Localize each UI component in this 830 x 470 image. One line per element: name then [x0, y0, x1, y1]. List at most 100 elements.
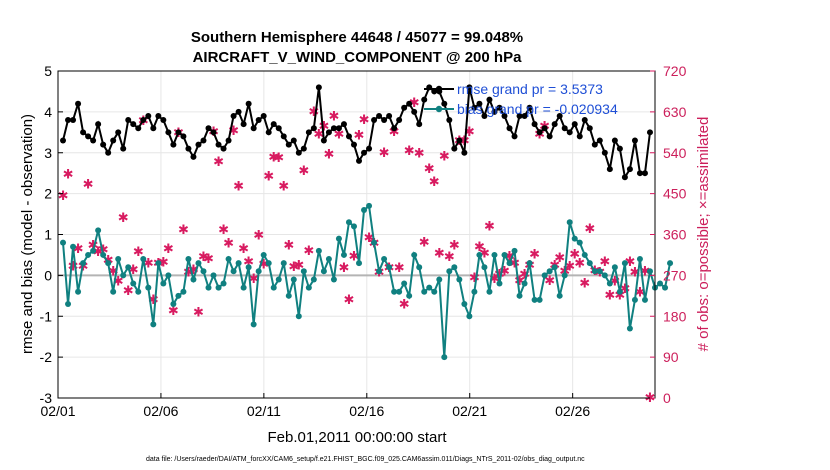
- rmse-point: [290, 137, 297, 144]
- y-right-tick-label: 0: [663, 390, 671, 406]
- obs-marker: ✱: [248, 272, 259, 287]
- rmse-point: [155, 112, 162, 119]
- obs-marker: ✱: [449, 238, 460, 253]
- bias-point: [225, 256, 232, 263]
- bias-point: [265, 260, 272, 267]
- bias-point: [60, 239, 67, 246]
- rmse-point: [280, 133, 287, 140]
- rmse-point: [320, 137, 327, 144]
- obs-marker: ✱: [268, 150, 279, 165]
- obs-marker: ✱: [323, 148, 334, 163]
- rmse-point: [511, 133, 518, 140]
- bias-point: [657, 280, 664, 287]
- bias-point: [185, 256, 192, 263]
- obs-marker: ✱: [554, 251, 565, 266]
- bias-point: [501, 251, 508, 258]
- bias-point: [546, 268, 553, 275]
- obs-marker: ✱: [564, 259, 575, 274]
- bias-point: [80, 260, 87, 267]
- bias-point: [275, 276, 282, 283]
- bias-point: [295, 313, 302, 320]
- rmse-point: [140, 117, 147, 124]
- bias-point: [636, 256, 643, 263]
- bias-point: [215, 284, 222, 291]
- rmse-point: [325, 129, 332, 136]
- x-tick-label: 02/01: [40, 403, 75, 419]
- rmse-point: [270, 121, 277, 128]
- bias-series: [60, 202, 674, 361]
- obs-marker: ✱: [198, 250, 209, 265]
- rmse-point: [486, 96, 493, 103]
- rmse-point: [611, 137, 618, 144]
- rmse-point: [95, 121, 102, 128]
- bias-point: [340, 251, 347, 258]
- rmse-point: [531, 121, 538, 128]
- rmse-point: [561, 125, 568, 132]
- y-right-tick-label: 540: [663, 145, 687, 161]
- y-tick-label: 3: [44, 145, 52, 161]
- obs-marker: ✱: [504, 249, 515, 264]
- bias-point: [601, 272, 608, 279]
- rmse-point: [110, 137, 117, 144]
- y-tick-label: 4: [44, 104, 52, 120]
- chart-title: Southern Hemisphere 44648 / 45077 = 99.0…: [191, 29, 523, 46]
- rmse-point: [481, 112, 488, 119]
- rmse-point: [235, 108, 242, 115]
- bias-point: [456, 276, 463, 283]
- obs-marker: ✱: [569, 247, 580, 262]
- rmse-point: [451, 145, 458, 152]
- obs-marker: ✱: [339, 261, 350, 276]
- bias-point: [376, 268, 383, 275]
- rmse-point: [536, 129, 543, 136]
- x-tick-label: 02/21: [452, 403, 487, 419]
- rmse-point: [160, 117, 167, 124]
- bias-point: [70, 243, 77, 250]
- rmse-point: [230, 112, 237, 119]
- bias-point: [631, 296, 638, 303]
- bias-point: [506, 260, 513, 267]
- bias-point: [95, 227, 102, 234]
- x-axis-ticks: 02/01 02/06 02/11 02/16 02/21 02/26: [40, 393, 590, 419]
- obs-marker: ✱: [213, 155, 224, 170]
- obs-marker: ✱: [349, 249, 360, 264]
- rmse-point: [175, 129, 182, 136]
- obs-marker: ✱: [243, 255, 254, 270]
- bias-point: [356, 260, 363, 267]
- rmse-point: [376, 112, 383, 119]
- legend-bias-label: bias grand pr = -0.020934: [457, 101, 618, 117]
- y-tick-label: -3: [40, 390, 53, 406]
- bias-point: [431, 288, 438, 295]
- obs-marker: ✱: [108, 265, 119, 280]
- obs-marker: ✱: [439, 149, 450, 164]
- rmse-point: [596, 137, 603, 144]
- bias-point: [90, 247, 97, 254]
- obs-marker: ✱: [168, 304, 179, 319]
- bias-point: [466, 313, 473, 320]
- bias-point: [426, 284, 433, 291]
- rmse-point: [345, 133, 352, 140]
- obs-marker: ✱: [599, 255, 610, 270]
- obs-marker: ✱: [389, 125, 400, 140]
- bias-point: [471, 288, 478, 295]
- bias-point: [386, 264, 393, 271]
- bias-point: [195, 260, 202, 267]
- bias-point: [441, 354, 448, 361]
- rmse-point: [80, 129, 87, 136]
- rmse-point: [471, 104, 478, 111]
- rmse-point: [496, 104, 503, 111]
- rmse-point: [285, 141, 292, 148]
- rmse-point: [626, 166, 633, 173]
- bias-point: [175, 292, 182, 299]
- obs-marker: ✱: [509, 257, 520, 272]
- bias-point: [511, 247, 518, 254]
- y-axis-right-ticks: 0 90 180 270 360 450 540 630 720: [650, 63, 687, 406]
- obs-marker: ✱: [308, 105, 319, 120]
- bias-point: [75, 288, 82, 295]
- obs-marker: ✱: [479, 247, 490, 262]
- obs-marker: ✱: [579, 277, 590, 292]
- bias-point: [85, 251, 92, 258]
- obs-marker: ✱: [93, 245, 104, 260]
- x-tick-label: 02/06: [143, 403, 178, 419]
- obs-marker: ✱: [283, 238, 294, 253]
- obs-marker: ✱: [614, 288, 625, 303]
